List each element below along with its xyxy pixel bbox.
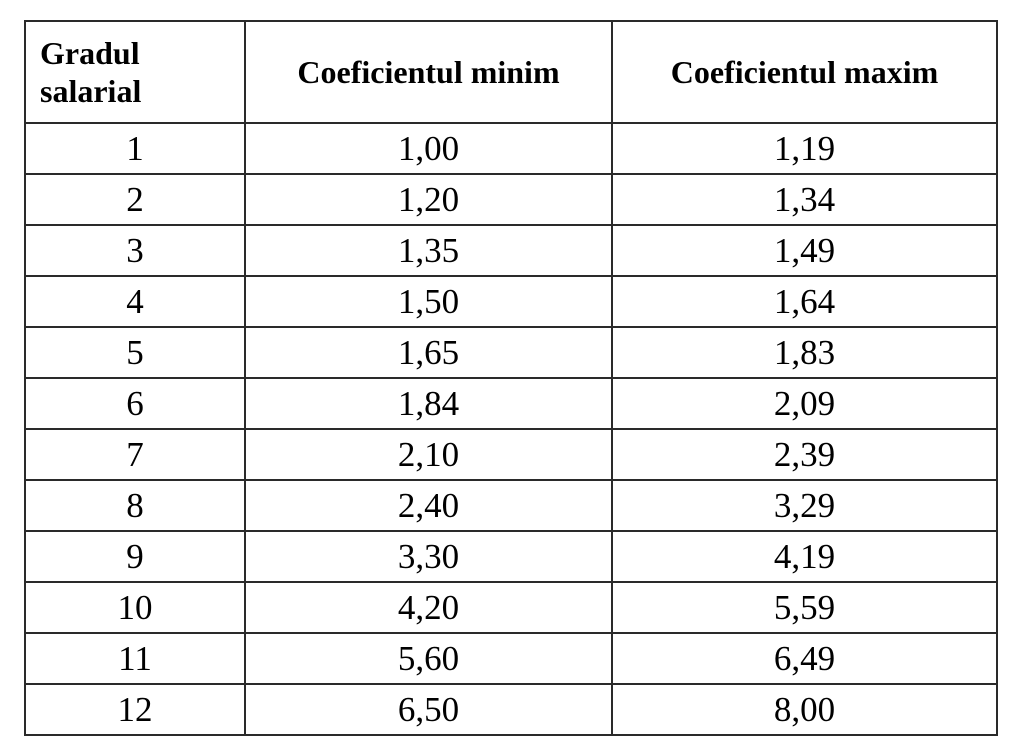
table-row: 8 2,40 3,29 xyxy=(24,479,998,532)
table-cell: 1,65 xyxy=(244,326,613,379)
table-cell: 5 xyxy=(24,326,246,379)
header-cell: Coeficientul minim xyxy=(244,20,613,124)
table-cell: 1 xyxy=(24,122,246,175)
table-cell: 5,59 xyxy=(611,581,998,634)
table-row: 12 6,50 8,00 xyxy=(24,683,998,736)
table-cell: 1,84 xyxy=(244,377,613,430)
table-row: 4 1,50 1,64 xyxy=(24,275,998,328)
table-cell: 3,29 xyxy=(611,479,998,532)
table-body: 1 1,00 1,19 2 1,20 1,34 3 1,35 1,49 4 1,50 1,64 5 1,6… xyxy=(24,122,998,736)
table-cell: 1,35 xyxy=(244,224,613,277)
table-cell: 12 xyxy=(24,683,246,736)
table-row: 10 4,20 5,59 xyxy=(24,581,998,634)
table-row: 9 3,30 4,19 xyxy=(24,530,998,583)
table-cell: 1,49 xyxy=(611,224,998,277)
table-cell: 4,20 xyxy=(244,581,613,634)
table-row: 3 1,35 1,49 xyxy=(24,224,998,277)
table-row: 5 1,65 1,83 xyxy=(24,326,998,379)
header-cell: Coeficientul maxim xyxy=(611,20,998,124)
table-cell: 2 xyxy=(24,173,246,226)
table-cell: 2,40 xyxy=(244,479,613,532)
table-cell: 1,19 xyxy=(611,122,998,175)
table-cell: 6,50 xyxy=(244,683,613,736)
table-cell: 6,49 xyxy=(611,632,998,685)
table-cell: 2,09 xyxy=(611,377,998,430)
table-cell: 2,39 xyxy=(611,428,998,481)
table-cell: 1,20 xyxy=(244,173,613,226)
table-cell: 1,34 xyxy=(611,173,998,226)
table-cell: 6 xyxy=(24,377,246,430)
table-cell: 11 xyxy=(24,632,246,685)
salary-table: Gradul salarial Coeficientul minim Coefi… xyxy=(24,20,998,736)
table-row: 1 1,00 1,19 xyxy=(24,122,998,175)
table-cell: 4,19 xyxy=(611,530,998,583)
table-cell: 2,10 xyxy=(244,428,613,481)
table-cell: 7 xyxy=(24,428,246,481)
table-cell: 8 xyxy=(24,479,246,532)
table-cell: 10 xyxy=(24,581,246,634)
table-cell: 4 xyxy=(24,275,246,328)
table-row: 7 2,10 2,39 xyxy=(24,428,998,481)
table-row: 6 1,84 2,09 xyxy=(24,377,998,430)
table-cell: 1,00 xyxy=(244,122,613,175)
table-cell: 1,83 xyxy=(611,326,998,379)
table-cell: 3 xyxy=(24,224,246,277)
table-cell: 9 xyxy=(24,530,246,583)
header-text: Gradul salarial xyxy=(40,35,142,109)
table-cell: 5,60 xyxy=(244,632,613,685)
table-cell: 3,30 xyxy=(244,530,613,583)
header-cell: Gradul salarial xyxy=(24,20,246,124)
header-row: Gradul salarial Coeficientul minim Coefi… xyxy=(24,20,998,124)
table-cell: 8,00 xyxy=(611,683,998,736)
table-cell: 1,64 xyxy=(611,275,998,328)
table-cell: 1,50 xyxy=(244,275,613,328)
table-row: 11 5,60 6,49 xyxy=(24,632,998,685)
table-row: 2 1,20 1,34 xyxy=(24,173,998,226)
